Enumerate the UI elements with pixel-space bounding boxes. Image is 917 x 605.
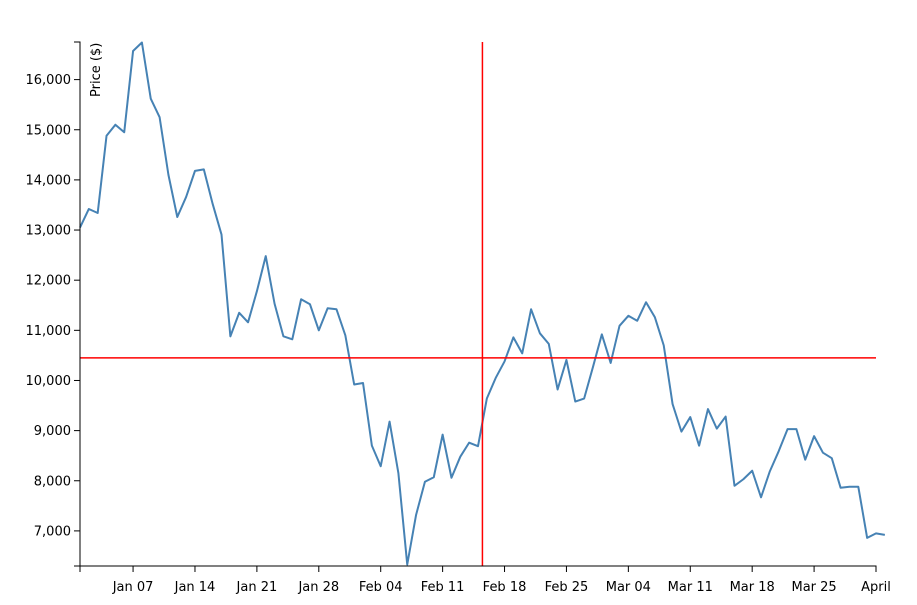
x-tick-label: Mar 11 bbox=[668, 580, 713, 595]
y-tick-label: 7,000 bbox=[34, 524, 71, 539]
plot-area bbox=[79, 41, 886, 566]
x-tick-label: Jan 28 bbox=[297, 580, 339, 595]
y-tick-label: 8,000 bbox=[34, 474, 71, 489]
x-tick-label: Mar 25 bbox=[791, 580, 836, 595]
y-tick-label: 14,000 bbox=[26, 173, 72, 188]
x-tick-label: Feb 25 bbox=[545, 580, 589, 595]
y-axis: 7,000 8,000 9,000 10,000 11,000 12,000 13,000 1… bbox=[26, 41, 81, 567]
x-tick-label: Feb 04 bbox=[359, 580, 403, 595]
y-tick-label: 9,000 bbox=[34, 424, 71, 439]
y-tick-label: 13,000 bbox=[26, 224, 72, 239]
y-tick-label: 11,000 bbox=[26, 324, 72, 339]
x-tick-label: Feb 18 bbox=[483, 580, 527, 595]
x-axis-line bbox=[79, 565, 877, 572]
x-tick-label: Mar 04 bbox=[606, 580, 651, 595]
y-tick-label: 16,000 bbox=[26, 73, 72, 88]
x-tick-label: Mar 18 bbox=[730, 580, 775, 595]
x-tick-label: Jan 14 bbox=[174, 580, 216, 595]
x-tick-label: Jan 21 bbox=[236, 580, 278, 595]
x-tick-label: April bbox=[861, 580, 891, 595]
y-tick-label: 10,000 bbox=[26, 374, 72, 389]
x-axis: Jan 07 Jan 14 Jan 21 Jan 28 Feb 04 Feb 11 Feb … bbox=[79, 565, 891, 595]
y-tick-label: 15,000 bbox=[26, 123, 72, 138]
x-tick-label: Jan 07 bbox=[112, 580, 154, 595]
y-axis-line bbox=[74, 41, 81, 567]
y-axis-label: Price ($) bbox=[89, 43, 104, 97]
y-tick-label: 12,000 bbox=[26, 274, 72, 289]
x-tick-label: Feb 11 bbox=[421, 580, 465, 595]
